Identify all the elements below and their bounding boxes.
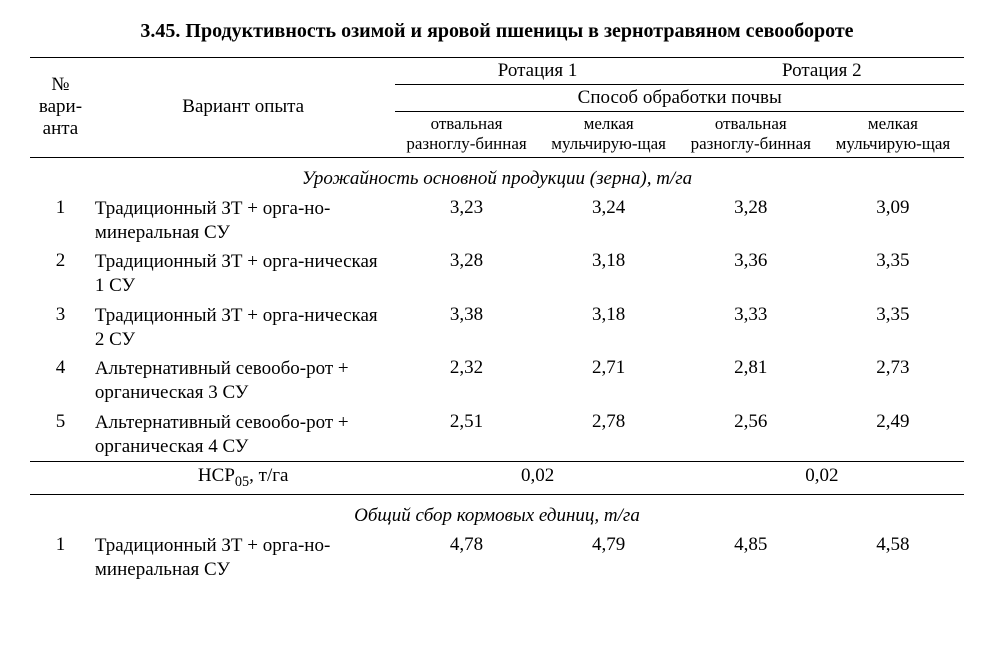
row-val: 2,49 [822,408,964,462]
row-val: 4,78 [395,531,537,585]
hcp-sub: 05 [235,474,249,490]
row-desc: Традиционный ЗТ + орга-ническая 2 СУ [91,301,396,355]
row-val: 2,73 [822,354,964,408]
row-val: 3,36 [680,247,822,301]
row-val: 3,18 [538,247,680,301]
table-row: 1 Традиционный ЗТ + орга-но-минеральная … [30,194,964,248]
row-val: 3,33 [680,301,822,355]
row-num: 2 [30,247,91,301]
row-val: 2,81 [680,354,822,408]
row-num: 5 [30,408,91,462]
table-row: 1 Традиционный ЗТ + орга-но-минеральная … [30,531,964,585]
row-num: 1 [30,531,91,585]
hdr-num: № вари-анта [30,58,91,158]
hcp-val-1: 0,02 [395,462,679,495]
row-val: 3,09 [822,194,964,248]
row-val: 2,32 [395,354,537,408]
row-desc: Альтернативный севообо-рот + органическа… [91,408,396,462]
row-desc: Традиционный ЗТ + орга-ническая 1 СУ [91,247,396,301]
row-val: 3,24 [538,194,680,248]
row-val: 2,71 [538,354,680,408]
hdr-method: Способ обработки почвы [395,85,964,112]
row-val: 4,85 [680,531,822,585]
row-num: 1 [30,194,91,248]
row-num: 3 [30,301,91,355]
row-desc: Традиционный ЗТ + орга-но-минеральная СУ [91,531,396,585]
section2-title: Общий сбор кормовых единиц, т/га [30,495,964,532]
row-desc: Альтернативный севообо-рот + органическа… [91,354,396,408]
hdr-rot2: Ротация 2 [680,58,964,85]
hdr-rot1: Ротация 1 [395,58,679,85]
row-val: 3,23 [395,194,537,248]
hcp-label: НСР05, т/га [91,462,396,495]
section1-title: Урожайность основной продукции (зерна), … [30,157,964,194]
hdr-r1-b: мелкая мульчирую-щая [538,112,680,158]
hdr-r2-b: мелкая мульчирую-щая [822,112,964,158]
hdr-r2-a: отвальная разноглу-бинная [680,112,822,158]
hcp-prefix: НСР [198,465,235,486]
productivity-table: № вари-анта Вариант опыта Ротация 1 Рота… [30,57,964,585]
row-val: 3,28 [395,247,537,301]
row-val: 4,79 [538,531,680,585]
row-val: 3,38 [395,301,537,355]
row-val: 3,18 [538,301,680,355]
table-row: 4 Альтернативный севообо-рот + органичес… [30,354,964,408]
hcp-val-2: 0,02 [680,462,964,495]
row-val: 2,78 [538,408,680,462]
row-val: 3,35 [822,301,964,355]
table-row: 5 Альтернативный севообо-рот + органичес… [30,408,964,462]
row-val: 4,58 [822,531,964,585]
row-val: 2,56 [680,408,822,462]
row-val: 2,51 [395,408,537,462]
hdr-r1-a: отвальная разноглу-бинная [395,112,537,158]
table-row: 3 Традиционный ЗТ + орга-ническая 2 СУ 3… [30,301,964,355]
hdr-desc: Вариант опыта [91,58,396,158]
row-num: 4 [30,354,91,408]
table-title: 3.45. Продуктивность озимой и яровой пше… [30,20,964,43]
hcp-row: НСР05, т/га 0,02 0,02 [30,462,964,495]
hcp-suffix: , т/га [249,465,288,486]
row-val: 3,35 [822,247,964,301]
row-desc: Традиционный ЗТ + орга-но-минеральная СУ [91,194,396,248]
table-row: 2 Традиционный ЗТ + орга-ническая 1 СУ 3… [30,247,964,301]
row-val: 3,28 [680,194,822,248]
